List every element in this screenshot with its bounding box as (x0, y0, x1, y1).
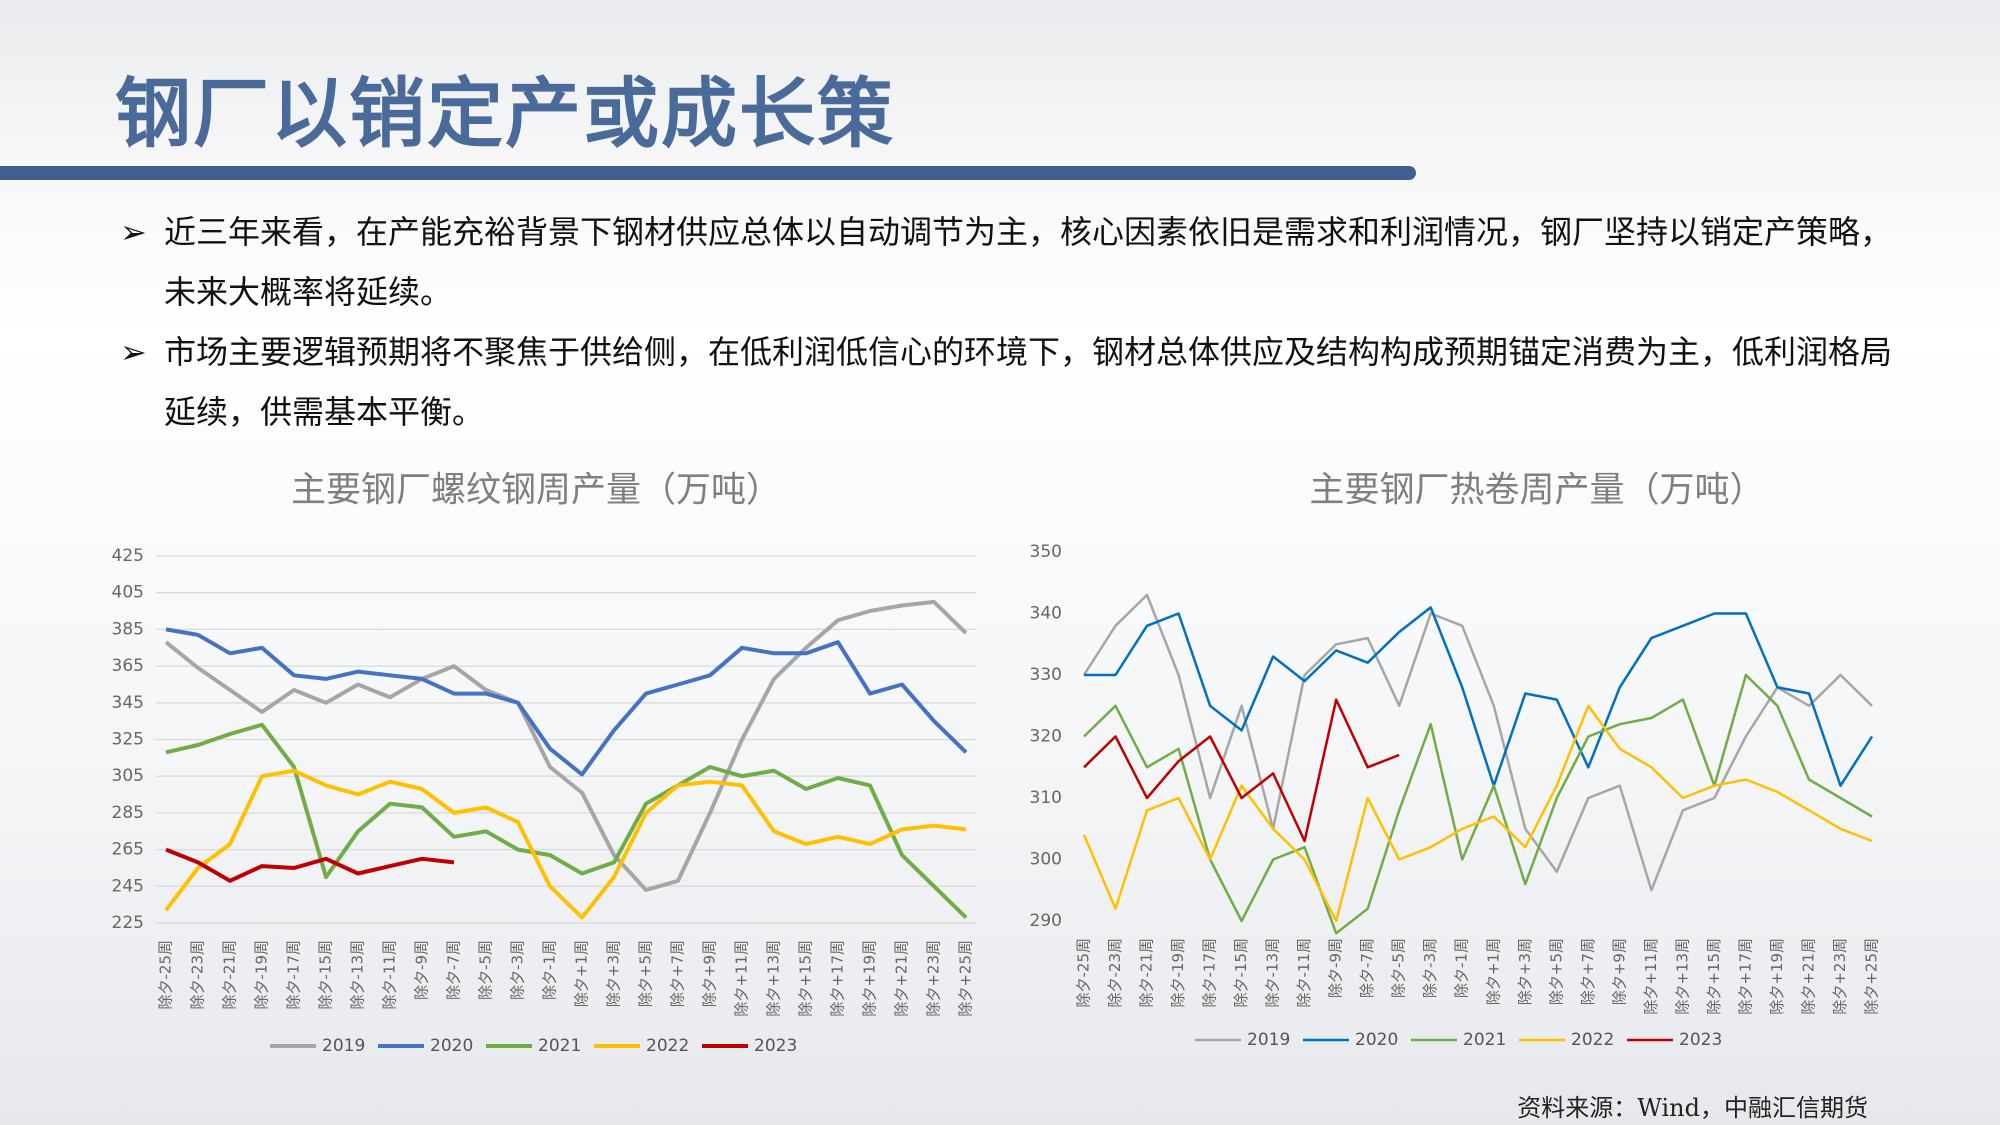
x-tick-label: 除夕-1周 (541, 940, 559, 1000)
x-tick-label: 除夕+15周 (1705, 938, 1723, 1015)
y-tick-label: 290 (1030, 911, 1062, 931)
x-tick-label: 除夕+23周 (925, 940, 943, 1017)
x-tick-label: 除夕+21周 (1799, 938, 1817, 1015)
legend-label: 2020 (430, 1036, 473, 1056)
x-tick-label: 除夕+9周 (1610, 938, 1628, 1005)
x-tick-label: 除夕-9周 (1327, 938, 1345, 998)
x-tick-label: 除夕-11周 (1295, 938, 1313, 1008)
chart-title: 主要钢厂热卷周产量（万吨） (1309, 471, 1764, 511)
chart-title: 主要钢厂螺纹钢周产量（万吨） (291, 471, 781, 511)
x-tick-label: 除夕+21周 (893, 940, 911, 1017)
series-line (165, 847, 455, 883)
x-tick-label: 除夕-25周 (1075, 938, 1093, 1008)
x-tick-label: 除夕-3周 (1421, 938, 1439, 998)
x-tick-label: 除夕+15周 (797, 940, 815, 1017)
x-tick-label: 除夕+9周 (701, 940, 719, 1007)
legend-label: 2019 (1247, 1030, 1290, 1050)
x-tick-label: 除夕-23周 (1106, 938, 1124, 1008)
legend-label: 2023 (1679, 1030, 1722, 1050)
x-tick-label: 除夕+25周 (957, 940, 975, 1017)
x-tick-label: 除夕+25周 (1863, 938, 1881, 1015)
x-tick-label: 除夕-19周 (253, 940, 271, 1010)
legend-label: 2021 (538, 1036, 581, 1056)
x-tick-label: 除夕-15周 (1232, 938, 1250, 1008)
x-tick-label: 除夕+5周 (1547, 938, 1565, 1005)
y-tick-label: 285 (112, 803, 144, 823)
legend-label: 2021 (1463, 1030, 1506, 1050)
x-tick-label: 除夕+1周 (573, 940, 591, 1007)
title-bar (0, 166, 1416, 180)
x-tick-label: 除夕-15周 (317, 940, 335, 1010)
series-line (164, 768, 967, 920)
y-tick-label: 345 (112, 693, 144, 713)
series-line (1083, 698, 1400, 843)
legend-label: 2019 (322, 1036, 365, 1056)
series-line (165, 627, 968, 777)
x-tick-label: 除夕+7周 (1579, 938, 1597, 1005)
source-note: 资料来源：Wind，中融汇信期货 (1517, 1094, 1868, 1122)
x-tick-label: 除夕-5周 (477, 940, 495, 1000)
x-tick-label: 除夕-25周 (157, 940, 175, 1010)
x-tick-label: 除夕-13周 (349, 940, 367, 1010)
y-tick-label: 425 (112, 546, 144, 566)
slide-title: 钢厂以销定产或成长策 (115, 69, 895, 158)
x-tick-label: 除夕+11周 (733, 940, 751, 1017)
x-tick-label: 除夕-9周 (413, 940, 431, 1000)
bullet: 市场主要逻辑预期将不聚焦于供给侧，在低利润低信心的环境下，钢材总体供应及结构构成… (120, 322, 1910, 442)
series-line (1082, 704, 1873, 923)
x-tick-label: 除夕-5周 (1390, 938, 1408, 998)
y-tick-label: 320 (1030, 727, 1062, 747)
x-tick-label: 除夕+17周 (829, 940, 847, 1017)
y-tick-label: 365 (112, 656, 144, 676)
y-tick-label: 265 (112, 840, 144, 860)
legend-label: 2022 (1571, 1030, 1614, 1050)
x-tick-label: 除夕-7周 (1358, 938, 1376, 998)
x-tick-label: 除夕+1周 (1484, 938, 1502, 1005)
x-tick-label: 除夕+3周 (1516, 938, 1534, 1005)
legend-label: 2023 (754, 1036, 797, 1056)
legend-label: 2022 (646, 1036, 689, 1056)
x-tick-label: 除夕-3周 (509, 940, 527, 1000)
bullet: 近三年来看，在产能充裕背景下钢材供应总体以自动调节为主，核心因素依旧是需求和利润… (120, 202, 1910, 322)
x-tick-label: 除夕+13周 (765, 940, 783, 1017)
x-tick-label: 除夕+17周 (1736, 938, 1754, 1015)
series-line (1084, 606, 1874, 787)
y-tick-label: 310 (1030, 788, 1062, 808)
x-tick-label: 除夕-19周 (1169, 938, 1187, 1008)
series-line (1082, 593, 1873, 892)
y-tick-label: 300 (1030, 850, 1062, 870)
x-tick-label: 除夕+3周 (605, 940, 623, 1007)
x-tick-label: 除夕+19周 (1768, 938, 1786, 1015)
series-line (165, 722, 968, 919)
x-tick-label: 除夕-23周 (189, 940, 207, 1010)
y-tick-label: 325 (112, 730, 144, 750)
x-tick-label: 除夕+19周 (861, 940, 879, 1017)
x-tick-label: 除夕-21周 (221, 940, 239, 1010)
x-tick-label: 除夕-1周 (1453, 938, 1471, 998)
x-tick-label: 除夕+7周 (669, 940, 687, 1007)
x-tick-label: 除夕-7周 (445, 940, 463, 1000)
x-tick-label: 除夕-17周 (285, 940, 303, 1010)
y-tick-label: 405 (112, 583, 144, 603)
x-tick-label: 除夕+13周 (1673, 938, 1691, 1015)
legend-label: 2020 (1355, 1030, 1398, 1050)
x-tick-label: 除夕+23周 (1831, 938, 1849, 1015)
y-tick-label: 245 (112, 876, 144, 896)
x-tick-label: 除夕-13周 (1264, 938, 1282, 1008)
x-tick-label: 除夕-21周 (1138, 938, 1156, 1008)
x-tick-label: 除夕+11周 (1642, 938, 1660, 1015)
series-line (164, 599, 968, 892)
y-tick-label: 340 (1030, 604, 1062, 624)
y-tick-label: 385 (112, 619, 144, 639)
x-tick-label: 除夕-17周 (1201, 938, 1219, 1008)
x-tick-label: 除夕-11周 (381, 940, 399, 1010)
y-tick-label: 225 (112, 913, 144, 933)
y-tick-label: 305 (112, 766, 144, 786)
y-tick-label: 330 (1030, 665, 1062, 685)
series-line (1083, 673, 1873, 935)
x-tick-label: 除夕+5周 (637, 940, 655, 1007)
y-tick-label: 350 (1030, 542, 1062, 562)
